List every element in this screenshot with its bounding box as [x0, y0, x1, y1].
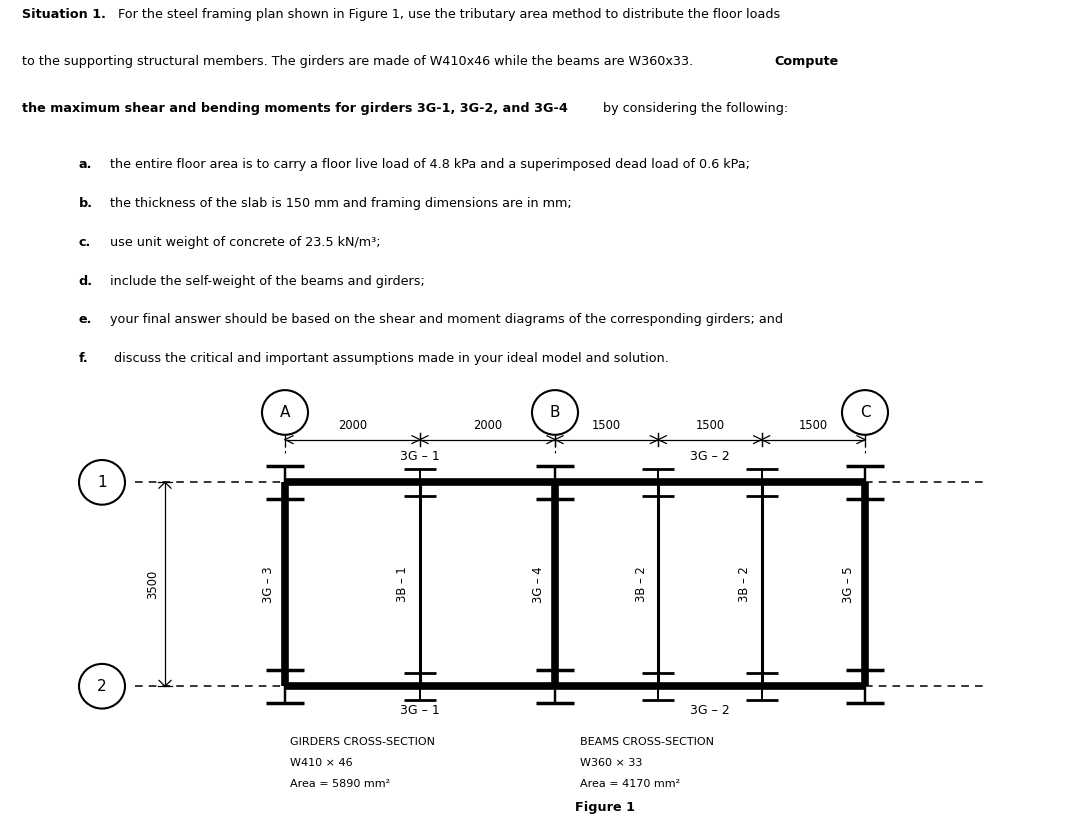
- Text: 3G – 2: 3G – 2: [690, 450, 730, 463]
- Text: c.: c.: [79, 236, 91, 249]
- Text: the maximum shear and bending moments for girders 3G-1, 3G-2, and 3G-4: the maximum shear and bending moments fo…: [22, 102, 567, 115]
- Text: 2: 2: [97, 679, 107, 694]
- Text: 3B – 2: 3B – 2: [635, 566, 648, 602]
- Text: the thickness of the slab is 150 mm and framing dimensions are in mm;: the thickness of the slab is 150 mm and …: [103, 197, 572, 210]
- Text: Situation 1.: Situation 1.: [22, 8, 106, 22]
- Text: 2000: 2000: [473, 418, 502, 432]
- Text: 3B – 1: 3B – 1: [396, 566, 409, 602]
- Text: a.: a.: [79, 158, 92, 171]
- Circle shape: [842, 390, 888, 435]
- Circle shape: [79, 460, 125, 504]
- Text: 3G – 1: 3G – 1: [400, 450, 440, 463]
- Text: to the supporting structural members. The girders are made of W410x46 while the : to the supporting structural members. Th…: [22, 55, 697, 68]
- Text: 3500: 3500: [147, 570, 160, 599]
- Text: Compute: Compute: [774, 55, 838, 68]
- Text: For the steel framing plan shown in Figure 1, use the tributary area method to d: For the steel framing plan shown in Figu…: [118, 8, 780, 22]
- Text: include the self-weight of the beams and girders;: include the self-weight of the beams and…: [103, 275, 426, 288]
- Text: GIRDERS CROSS-SECTION: GIRDERS CROSS-SECTION: [291, 737, 435, 747]
- Text: 3G – 2: 3G – 2: [690, 704, 730, 717]
- Circle shape: [79, 664, 125, 709]
- Text: B: B: [550, 405, 561, 420]
- Text: 3G – 1: 3G – 1: [400, 704, 440, 717]
- Text: Area = 4170 mm²: Area = 4170 mm²: [580, 779, 680, 790]
- Text: 3G – 3: 3G – 3: [261, 566, 274, 603]
- Text: 3G – 4: 3G – 4: [531, 566, 544, 603]
- Text: e.: e.: [79, 313, 92, 327]
- Text: W360 × 33: W360 × 33: [580, 758, 643, 768]
- Text: 1500: 1500: [696, 418, 725, 432]
- Text: C: C: [860, 405, 870, 420]
- Text: f.: f.: [79, 352, 89, 366]
- Text: Area = 5890 mm²: Area = 5890 mm²: [291, 779, 390, 790]
- Text: 3G – 5: 3G – 5: [841, 566, 854, 603]
- Text: your final answer should be based on the shear and moment diagrams of the corres: your final answer should be based on the…: [103, 313, 783, 327]
- Text: 1500: 1500: [799, 418, 828, 432]
- Text: A: A: [280, 405, 291, 420]
- Text: the entire floor area is to carry a floor live load of 4.8 kPa and a superimpose: the entire floor area is to carry a floo…: [103, 158, 751, 171]
- Text: 2000: 2000: [338, 418, 367, 432]
- Text: 1: 1: [97, 475, 107, 490]
- Text: BEAMS CROSS-SECTION: BEAMS CROSS-SECTION: [580, 737, 714, 747]
- Text: discuss the critical and important assumptions made in your ideal model and solu: discuss the critical and important assum…: [103, 352, 670, 366]
- Text: d.: d.: [79, 275, 93, 288]
- Text: use unit weight of concrete of 23.5 kN/m³;: use unit weight of concrete of 23.5 kN/m…: [103, 236, 381, 249]
- Text: by considering the following:: by considering the following:: [599, 102, 788, 115]
- Circle shape: [262, 390, 308, 435]
- Text: b.: b.: [79, 197, 93, 210]
- Text: W410 × 46: W410 × 46: [291, 758, 353, 768]
- Text: 3B – 2: 3B – 2: [738, 566, 752, 602]
- Text: Figure 1: Figure 1: [575, 801, 635, 814]
- Circle shape: [532, 390, 578, 435]
- Text: 1500: 1500: [592, 418, 621, 432]
